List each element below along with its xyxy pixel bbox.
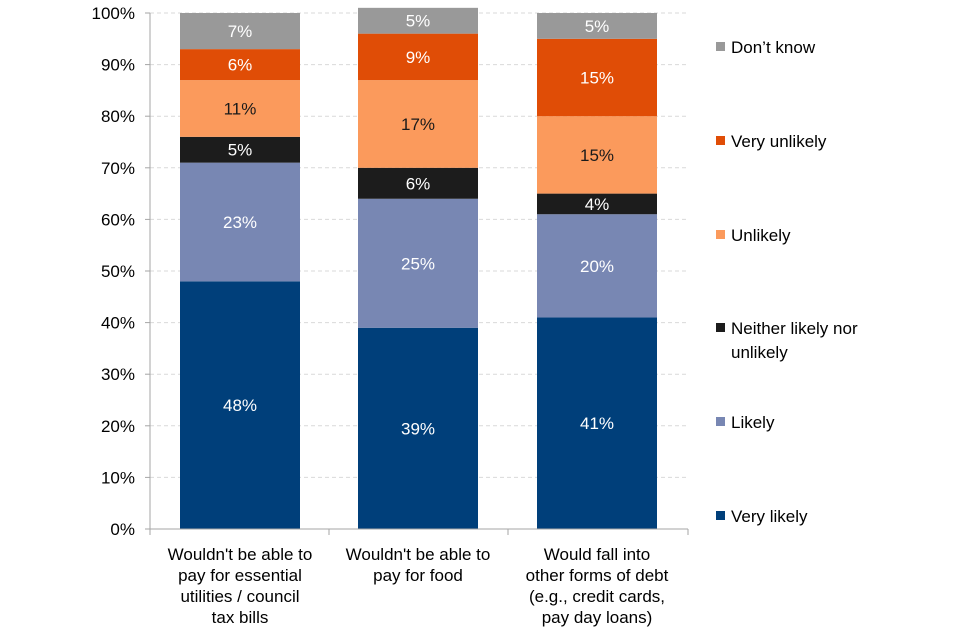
bar-segment xyxy=(358,33,478,81)
data-label: 15% xyxy=(580,146,614,165)
y-tick-label: 50% xyxy=(101,262,135,281)
y-tick-label: 70% xyxy=(101,159,135,178)
legend-label: Very unlikely xyxy=(731,132,827,151)
bar-segment xyxy=(537,116,657,194)
data-label: 17% xyxy=(401,115,435,134)
category-label: Wouldn't be able to pay for food xyxy=(346,545,491,585)
bar-segment xyxy=(358,7,478,34)
legend-swatch xyxy=(716,511,725,520)
legend-label: Don’t know xyxy=(731,38,816,57)
legend-label: Neither likely nor unlikely xyxy=(731,319,858,362)
bar-segment xyxy=(180,281,300,529)
x-axis-categories: Wouldn't be able to pay for essential util… xyxy=(168,545,669,627)
bar-segment xyxy=(180,80,300,137)
data-label: 20% xyxy=(580,257,614,276)
bar-segment xyxy=(537,38,657,117)
legend-label: Very likely xyxy=(731,507,808,526)
legend-label: Likely xyxy=(731,413,775,432)
legend: Don’t know Very unlikely Unlikely Neither l… xyxy=(716,38,858,526)
bars: 48% 23% 5% 11% 6% 7% 39% 25% 6% 17% 9% 5% 41% 20% 4% 15… xyxy=(180,7,657,529)
axes xyxy=(145,12,689,535)
bar-segment xyxy=(358,167,478,199)
data-label: 6% xyxy=(228,56,253,75)
data-label: 39% xyxy=(401,419,435,438)
y-tick-label: 60% xyxy=(101,210,135,229)
y-tick-label: 20% xyxy=(101,417,135,436)
bar-segment xyxy=(180,136,300,163)
y-tick-label: 80% xyxy=(101,107,135,126)
legend-swatch xyxy=(716,417,725,426)
bar-segment xyxy=(358,80,478,168)
bar-segment xyxy=(537,13,657,39)
y-tick-label: 10% xyxy=(101,468,135,487)
category-label: Would fall into other forms of debt (e.g.,… xyxy=(526,545,669,627)
legend-swatch xyxy=(716,42,725,51)
data-label: 41% xyxy=(580,414,614,433)
y-tick-label: 100% xyxy=(92,4,135,23)
data-label: 9% xyxy=(406,48,431,67)
legend-label: Unlikely xyxy=(731,226,791,245)
y-axis-ticks: 0% 10% 20% 30% 40% 50% 60% 70% 80% 90% 100% xyxy=(92,4,135,539)
data-label: 23% xyxy=(223,213,257,232)
legend-swatch xyxy=(716,230,725,239)
bar-segment xyxy=(537,317,657,529)
y-tick-label: 90% xyxy=(101,56,135,75)
data-label: 5% xyxy=(406,12,431,31)
category-label: Wouldn't be able to pay for essential util… xyxy=(168,545,313,627)
data-label: 11% xyxy=(224,99,257,118)
bar-segment xyxy=(180,162,300,282)
data-label: 25% xyxy=(401,254,435,273)
data-label: 5% xyxy=(228,141,253,160)
data-label: 7% xyxy=(228,22,253,41)
bar-segment xyxy=(358,198,478,328)
bar-segment xyxy=(358,327,478,529)
data-label: 15% xyxy=(580,69,614,88)
legend-swatch xyxy=(716,323,725,332)
bar-segment xyxy=(537,214,657,318)
legend-swatch xyxy=(716,136,725,145)
y-tick-label: 0% xyxy=(110,520,135,539)
y-tick-label: 30% xyxy=(101,365,135,384)
y-tick-label: 40% xyxy=(101,314,135,333)
bar-segment xyxy=(180,13,300,50)
bar-segment xyxy=(180,49,300,81)
bar-segment xyxy=(537,193,657,215)
data-label: 5% xyxy=(585,17,610,36)
data-label: 6% xyxy=(406,174,431,193)
data-label: 4% xyxy=(585,195,610,214)
data-label: 48% xyxy=(223,396,257,415)
